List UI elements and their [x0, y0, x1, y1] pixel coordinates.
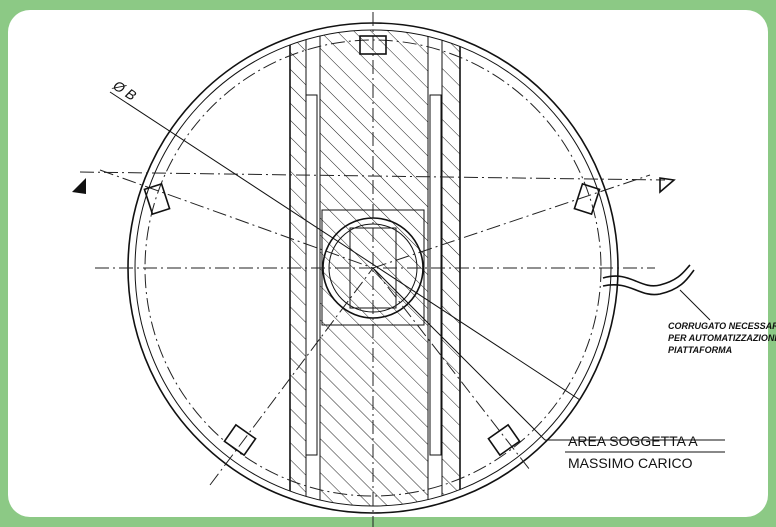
diameter-label: Ø B	[110, 77, 140, 104]
page: {"diameter_label": "Ø B", "note": {"line…	[0, 0, 776, 527]
note-line: PER AUTOMATIZZAZIONE	[668, 333, 776, 343]
technical-drawing: Ø B CORRUGATO NECESSARIO PER AUTOMATIZZA…	[0, 0, 776, 527]
area-label: AREA SOGGETTA A	[568, 433, 698, 449]
area-label: MASSIMO CARICO	[568, 455, 693, 471]
note-line: PIATTAFORMA	[668, 345, 732, 355]
platform	[72, 12, 725, 527]
note-line: CORRUGATO NECESSARIO	[668, 321, 776, 331]
